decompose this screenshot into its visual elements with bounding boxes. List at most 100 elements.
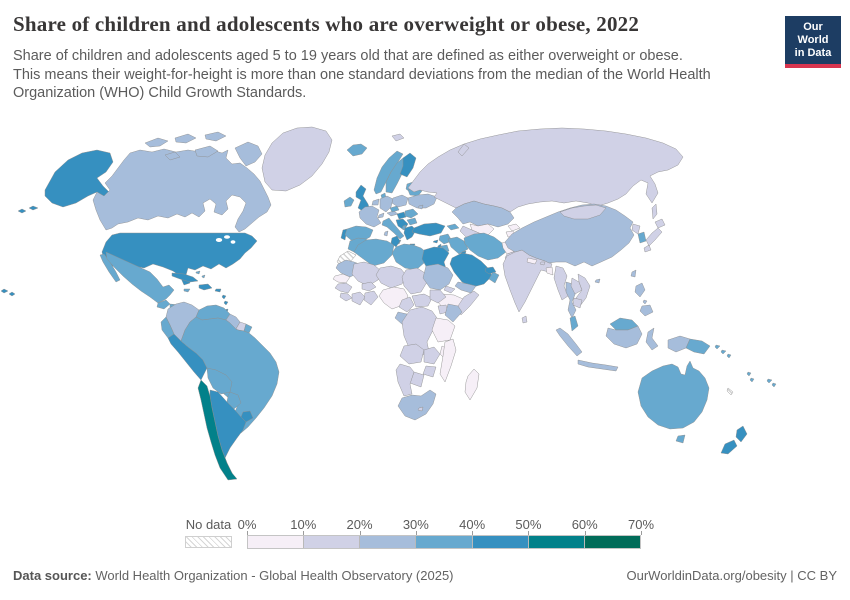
country-namibia[interactable] [395, 363, 415, 397]
country-caucasus[interactable] [446, 223, 460, 231]
country-oman[interactable] [488, 271, 500, 284]
country-hispaniola[interactable] [198, 283, 213, 291]
country-norway[interactable] [373, 150, 404, 195]
country-australia[interactable] [637, 360, 710, 430]
country-philippines[interactable] [634, 282, 654, 317]
country-japan[interactable] [643, 218, 666, 253]
country-alaska[interactable] [44, 149, 114, 208]
country-sardinia[interactable] [383, 230, 389, 237]
country-germany[interactable] [379, 195, 394, 213]
country-eritrea[interactable] [443, 285, 456, 294]
legend-bin[interactable] [248, 536, 304, 548]
country-brazil[interactable] [180, 316, 280, 434]
country-spain[interactable] [344, 225, 374, 243]
country-czechia[interactable] [389, 205, 400, 213]
country-kyrgyzstan[interactable] [507, 223, 521, 232]
country-algeria[interactable] [353, 238, 395, 267]
country-iran[interactable] [463, 232, 507, 261]
country-moldova[interactable] [417, 204, 424, 210]
country-sakhalin[interactable] [651, 203, 658, 220]
country-greenland[interactable] [261, 126, 333, 192]
country-niger[interactable] [375, 265, 407, 289]
country-ukraine[interactable] [407, 193, 438, 209]
country-tunisia[interactable] [390, 235, 401, 248]
country-angola[interactable] [399, 343, 425, 365]
country-svalbard[interactable] [391, 133, 405, 142]
legend-bin[interactable] [303, 536, 360, 548]
country-south-africa[interactable] [397, 389, 437, 421]
country-russia[interactable] [407, 127, 684, 213]
country-ireland[interactable] [343, 196, 355, 208]
country-hungary[interactable] [396, 211, 407, 220]
country-benelux[interactable] [371, 198, 380, 206]
country-hainan[interactable] [594, 278, 601, 284]
country-laos[interactable] [570, 277, 583, 295]
country-burkina-faso[interactable] [361, 281, 377, 292]
country-china[interactable] [504, 203, 635, 267]
legend-color-bar[interactable] [247, 535, 641, 549]
country-java[interactable] [577, 359, 619, 372]
country-bangladesh[interactable] [545, 266, 554, 276]
country-cyprus[interactable] [432, 239, 439, 244]
country-sumatra[interactable] [555, 327, 583, 357]
country-ghana[interactable] [363, 290, 379, 306]
country-switzerland[interactable] [377, 212, 385, 219]
country-hawaii[interactable] [0, 288, 16, 297]
country-cameroon[interactable] [398, 296, 415, 313]
legend-bin[interactable] [415, 536, 472, 548]
country-chile[interactable] [197, 379, 238, 481]
country-italy[interactable] [381, 217, 405, 240]
country-kenya[interactable] [444, 303, 463, 323]
country-madagascar[interactable] [464, 368, 480, 401]
country-mozambique[interactable] [439, 338, 457, 383]
country-south-korea[interactable] [637, 231, 647, 244]
legend-bin[interactable] [471, 536, 528, 548]
country-finland[interactable] [399, 152, 417, 178]
country-mali[interactable] [351, 261, 381, 287]
country-papua-new-guinea[interactable] [685, 338, 711, 355]
country-vanuatu[interactable] [746, 371, 755, 383]
country-sulawesi[interactable] [645, 327, 659, 351]
country-ivory-coast[interactable] [351, 291, 366, 306]
country-iraq[interactable] [447, 236, 469, 255]
country-jamaica[interactable] [183, 288, 191, 293]
country-sierra-leone[interactable] [339, 292, 353, 302]
country-zambia[interactable] [423, 346, 441, 365]
country-bulgaria[interactable] [406, 217, 418, 226]
country-romania[interactable] [404, 208, 419, 219]
country-cambodia[interactable] [572, 297, 583, 309]
country-sri-lanka[interactable] [521, 315, 528, 324]
country-taiwan[interactable] [630, 269, 637, 278]
country-arctic-islands[interactable] [144, 131, 263, 167]
country-drc[interactable] [401, 306, 438, 357]
country-chad[interactable] [401, 267, 428, 295]
country-papua-indonesia[interactable] [667, 335, 691, 353]
country-nepal[interactable] [526, 257, 538, 265]
country-bahamas[interactable] [195, 270, 206, 279]
country-venezuela[interactable] [195, 304, 231, 321]
country-aleutians[interactable] [17, 205, 39, 214]
country-uruguay[interactable] [240, 410, 254, 423]
country-guinea[interactable] [334, 282, 353, 294]
country-canada[interactable] [92, 148, 272, 233]
country-fiji[interactable] [766, 378, 777, 388]
country-tanzania[interactable] [431, 317, 456, 343]
country-solomon-islands[interactable] [714, 344, 732, 359]
country-sudan[interactable] [422, 263, 454, 291]
country-kazakhstan[interactable] [451, 200, 515, 228]
country-new-caledonia[interactable] [726, 387, 734, 396]
footer-link[interactable]: OurWorldinData.org/obesity | CC BY [626, 568, 838, 583]
legend-no-data-swatch[interactable] [185, 536, 232, 548]
country-mongolia[interactable] [559, 204, 607, 220]
country-turkey[interactable] [411, 222, 446, 237]
country-portugal[interactable] [340, 228, 348, 241]
country-libya[interactable] [391, 243, 427, 271]
legend-bin[interactable] [583, 536, 640, 548]
country-malaysia[interactable] [569, 315, 579, 332]
country-zimbabwe[interactable] [422, 365, 437, 378]
country-new-zealand[interactable] [720, 425, 748, 455]
country-france[interactable] [358, 205, 382, 228]
country-novaya-zemlya[interactable] [457, 143, 470, 157]
country-central-african-republic[interactable] [411, 293, 433, 308]
legend-bin[interactable] [527, 536, 584, 548]
